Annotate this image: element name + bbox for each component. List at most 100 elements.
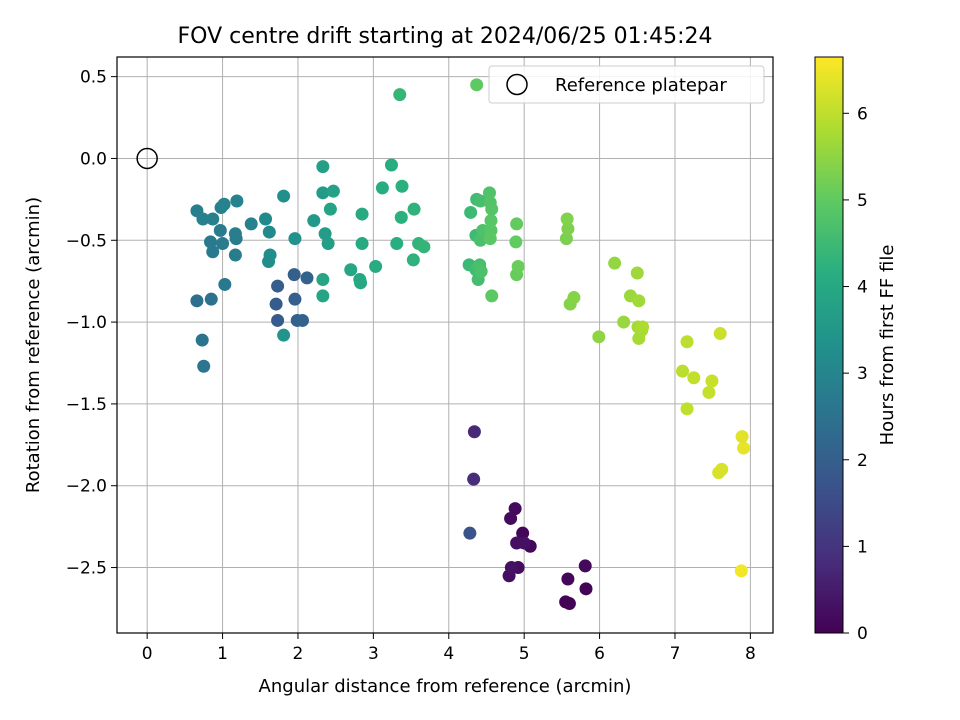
x-tick-label: 8 — [745, 644, 756, 664]
legend-box — [488, 65, 765, 104]
data-point — [561, 572, 575, 586]
data-point — [196, 212, 210, 226]
colorbar-ticks: 0 1 2 3 4 5 6 — [843, 104, 868, 644]
y-tick-label: 0.5 — [80, 68, 107, 88]
y-axis-label: Rotation from reference (arcmin) — [23, 197, 44, 493]
data-point — [485, 289, 499, 303]
data-point — [195, 333, 209, 347]
y-tick-label: −0.5 — [66, 231, 107, 251]
data-point — [483, 232, 497, 246]
data-point — [288, 292, 302, 306]
data-point — [560, 212, 574, 226]
data-point — [473, 233, 487, 247]
legend-marker-icon — [506, 73, 528, 96]
data-point — [228, 248, 242, 262]
data-point — [277, 189, 291, 203]
x-tick-label: 2 — [293, 644, 304, 664]
data-point — [269, 297, 283, 311]
data-point — [510, 217, 524, 231]
data-point — [206, 212, 220, 226]
data-point — [316, 186, 330, 200]
data-point — [190, 294, 204, 308]
data-point — [561, 222, 575, 236]
colorbar-tick-label: 4 — [857, 278, 868, 298]
data-point — [473, 194, 487, 208]
colorbar-tick-label: 2 — [857, 451, 868, 471]
data-point — [344, 263, 358, 277]
data-point — [213, 223, 227, 237]
data-point — [204, 292, 218, 306]
data-points — [190, 78, 751, 611]
x-axis-ticks: 0 1 2 3 4 5 6 7 8 — [142, 633, 756, 664]
data-point — [262, 255, 276, 269]
y-axis-ticks: 0.5 0.0 −0.5 −1.0 −1.5 −2.0 −2.5 — [66, 68, 117, 579]
data-point — [318, 227, 332, 241]
legend-label: Reference platepar — [555, 75, 727, 96]
colorbar-tick-label: 5 — [857, 191, 868, 211]
data-point — [734, 564, 748, 578]
data-point — [262, 225, 276, 239]
data-point — [504, 511, 518, 525]
data-point — [316, 273, 330, 287]
data-point — [702, 385, 716, 399]
y-tick-label: −2.0 — [66, 477, 107, 497]
data-point — [482, 186, 496, 200]
data-point — [485, 202, 499, 216]
legend: Reference platepar — [488, 65, 765, 104]
colorbar — [814, 56, 844, 634]
data-point — [676, 364, 690, 378]
data-point — [355, 237, 369, 251]
data-point — [393, 88, 407, 102]
data-point — [355, 207, 369, 221]
data-point — [562, 597, 576, 611]
data-point — [578, 559, 592, 573]
data-point — [321, 237, 335, 251]
data-point — [687, 371, 701, 385]
data-point — [407, 202, 421, 216]
data-point — [417, 240, 431, 254]
data-point — [384, 158, 398, 172]
y-tick-label: −1.0 — [66, 313, 107, 333]
data-point — [464, 205, 478, 219]
data-point — [467, 472, 481, 486]
data-point — [463, 526, 477, 540]
x-axis-label: Angular distance from reference (arcmin) — [259, 676, 632, 697]
data-point — [394, 210, 408, 224]
data-point — [218, 277, 232, 291]
data-point — [287, 268, 301, 282]
data-point — [323, 202, 337, 216]
data-point — [508, 502, 522, 516]
data-point — [230, 194, 244, 208]
data-point — [484, 214, 498, 228]
data-point — [608, 256, 622, 270]
data-point — [632, 294, 646, 308]
reference-marker — [136, 147, 158, 170]
data-point — [504, 561, 518, 575]
data-point — [354, 276, 368, 290]
data-point — [271, 313, 285, 327]
data-point — [406, 253, 420, 267]
x-tick-label: 5 — [519, 644, 530, 664]
data-point — [735, 430, 749, 444]
colorbar-tick-label: 1 — [857, 537, 868, 557]
data-point — [259, 212, 273, 226]
data-point — [375, 181, 389, 195]
data-point — [295, 313, 309, 327]
data-point — [516, 526, 530, 540]
data-point — [316, 160, 330, 174]
x-tick-label: 3 — [368, 644, 379, 664]
data-point — [474, 264, 488, 278]
data-point — [288, 232, 302, 246]
colorbar-label: Hours from first FF file — [877, 245, 898, 446]
plot-frame — [116, 56, 774, 634]
data-point — [390, 237, 404, 251]
x-tick-label: 6 — [594, 644, 605, 664]
data-point — [300, 271, 314, 285]
data-point — [206, 245, 220, 259]
colorbar-tick-label: 0 — [857, 624, 868, 644]
data-point — [511, 259, 525, 273]
data-point — [579, 582, 593, 596]
data-point — [567, 291, 581, 305]
data-point — [705, 374, 719, 388]
